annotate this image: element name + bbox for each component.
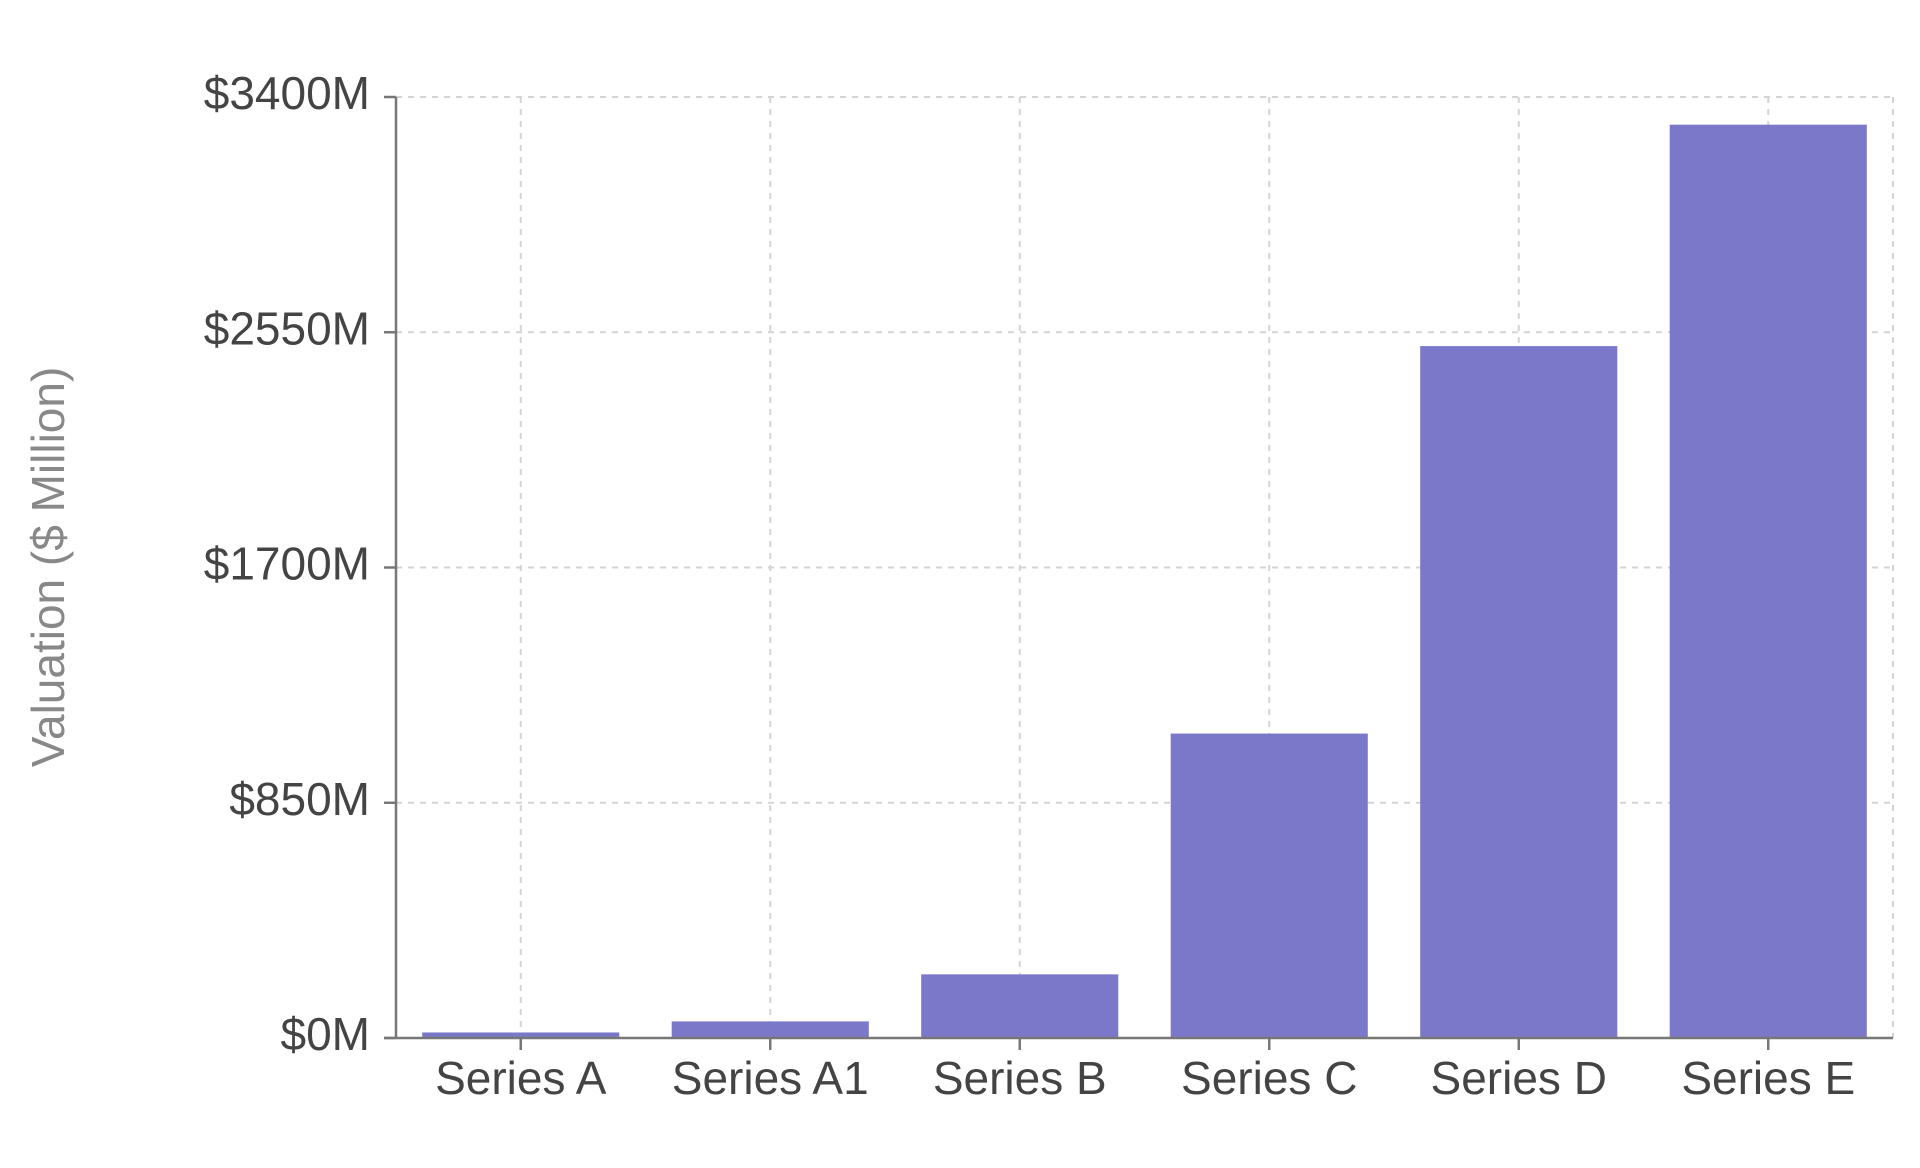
bar (1170, 733, 1368, 1038)
x-tick-label: Series E (1681, 1052, 1855, 1104)
y-tick-label: $3400M (204, 67, 370, 119)
x-tick-label: Series D (1431, 1052, 1607, 1104)
bar (1669, 124, 1867, 1039)
x-tick-label: Series A1 (672, 1052, 869, 1104)
x-tick-label: Series B (933, 1052, 1107, 1104)
y-tick-label: $0M (281, 1008, 370, 1060)
x-tick-label: Series C (1181, 1052, 1357, 1104)
bar (422, 1032, 620, 1038)
bar (671, 1021, 869, 1038)
y-tick-label: $2550M (204, 302, 370, 354)
y-tick-label: $850M (229, 773, 370, 825)
y-tick-label: $1700M (204, 538, 370, 590)
bar (921, 974, 1119, 1038)
bar (1420, 346, 1618, 1038)
y-axis-title: Valuation ($ Million) (22, 367, 74, 768)
x-tick-label: Series A (435, 1052, 607, 1104)
